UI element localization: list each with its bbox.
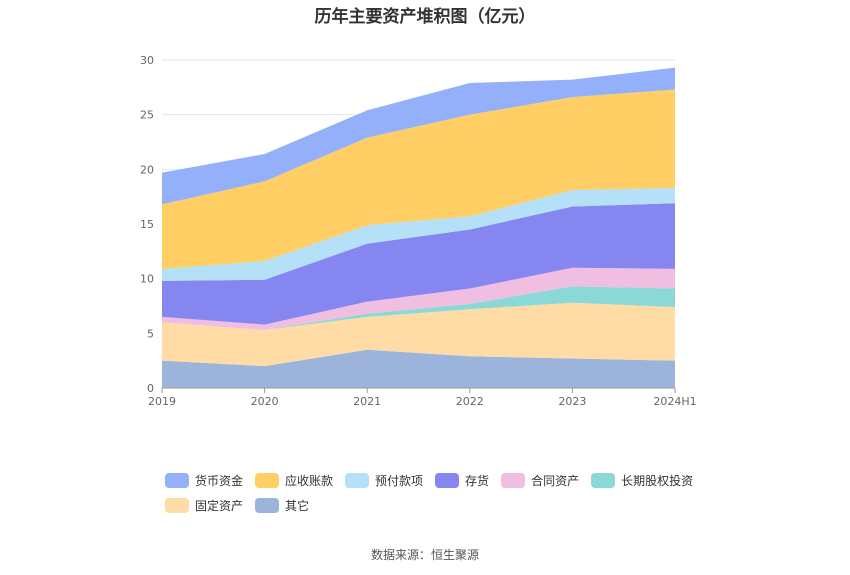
legend-item[interactable]: 固定资产: [165, 497, 243, 514]
area-固定资产: [162, 302, 675, 367]
x-tick-label: 2019: [148, 395, 176, 408]
legend-label: 存货: [465, 474, 490, 488]
legend-item[interactable]: 货币资金: [165, 472, 243, 489]
legend-label: 预付款项: [375, 474, 424, 488]
legend-swatch: [165, 498, 189, 513]
x-tick-label: 2020: [251, 395, 279, 408]
data-source: 数据来源：恒生聚源: [370, 548, 479, 562]
y-tick-label: 5: [147, 327, 154, 340]
area-预付款项: [162, 187, 675, 281]
legend-label: 长期股权投资: [621, 474, 694, 488]
axes: 0 5 10 15 20 25 30 2019 2020 2021 2022 2023 2024H1: [140, 54, 697, 408]
legend-swatch: [255, 473, 280, 488]
x-tick-label: 2022: [456, 395, 484, 408]
legend-label: 固定资产: [195, 499, 244, 513]
chart-title: 历年主要资产堆积图（亿元）: [314, 7, 536, 27]
x-tick-label: 2021: [353, 395, 381, 408]
legend-swatch: [255, 498, 280, 513]
x-tick-label: 2023: [558, 395, 586, 408]
y-tick-label: 30: [140, 54, 154, 67]
legend-item[interactable]: 存货: [435, 472, 489, 489]
area-存货: [162, 203, 675, 325]
legend-swatch: [165, 473, 189, 488]
y-tick-label: 0: [147, 382, 154, 395]
area-长期股权投资: [162, 286, 675, 331]
area-series: [162, 67, 675, 388]
legend-swatch: [501, 473, 526, 488]
y-tick-label: 25: [140, 109, 154, 122]
y-tick-label: 10: [140, 273, 154, 286]
legend-swatch: [591, 473, 616, 488]
y-tick-label: 20: [140, 163, 154, 176]
area-其它: [162, 349, 675, 388]
legend-item[interactable]: 长期股权投资: [591, 472, 693, 489]
legend: 货币资金 应收账款 预付款项 存货 合同资产 长期股权投资固定资产 其它: [165, 472, 725, 522]
legend-swatch: [435, 473, 460, 488]
area-货币资金: [162, 67, 675, 205]
area-应收账款: [162, 89, 675, 269]
x-tick-label: 2024H1: [653, 395, 696, 408]
area-合同资产: [162, 267, 675, 331]
legend-item[interactable]: 其它: [255, 497, 309, 514]
legend-swatch: [345, 473, 370, 488]
y-tick-label: 15: [140, 218, 154, 231]
legend-label: 合同资产: [531, 474, 580, 488]
legend-item[interactable]: 应收账款: [255, 472, 333, 489]
legend-label: 货币资金: [195, 474, 244, 488]
legend-label: 其它: [285, 499, 310, 513]
legend-label: 应收账款: [285, 474, 334, 488]
stacked-area-chart: 0 5 10 15 20 25 30 2019 2020 2021 2022 2023 2024H1: [140, 54, 697, 408]
legend-item[interactable]: 预付款项: [345, 472, 423, 489]
legend-item[interactable]: 合同资产: [501, 472, 579, 489]
